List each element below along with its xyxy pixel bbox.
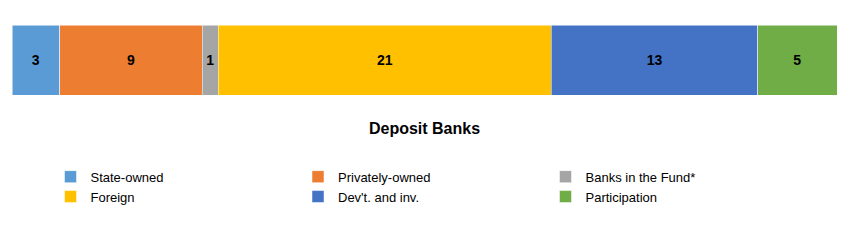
svg-text:5: 5 — [793, 52, 801, 68]
svg-text:3: 3 — [32, 52, 40, 68]
svg-text:Deposit Banks: Deposit Banks — [369, 120, 480, 137]
svg-text:Privately-owned: Privately-owned — [338, 170, 431, 185]
svg-text:1: 1 — [206, 52, 214, 68]
svg-text:Dev't. and inv.: Dev't. and inv. — [338, 190, 419, 205]
svg-text:Foreign: Foreign — [91, 190, 135, 205]
svg-text:13: 13 — [647, 52, 663, 68]
svg-text:9: 9 — [127, 52, 135, 68]
svg-text:21: 21 — [377, 52, 393, 68]
svg-text:Banks in the Fund*: Banks in the Fund* — [586, 170, 696, 185]
svg-text:Participation: Participation — [586, 190, 658, 205]
svg-text:State-owned: State-owned — [91, 170, 164, 185]
